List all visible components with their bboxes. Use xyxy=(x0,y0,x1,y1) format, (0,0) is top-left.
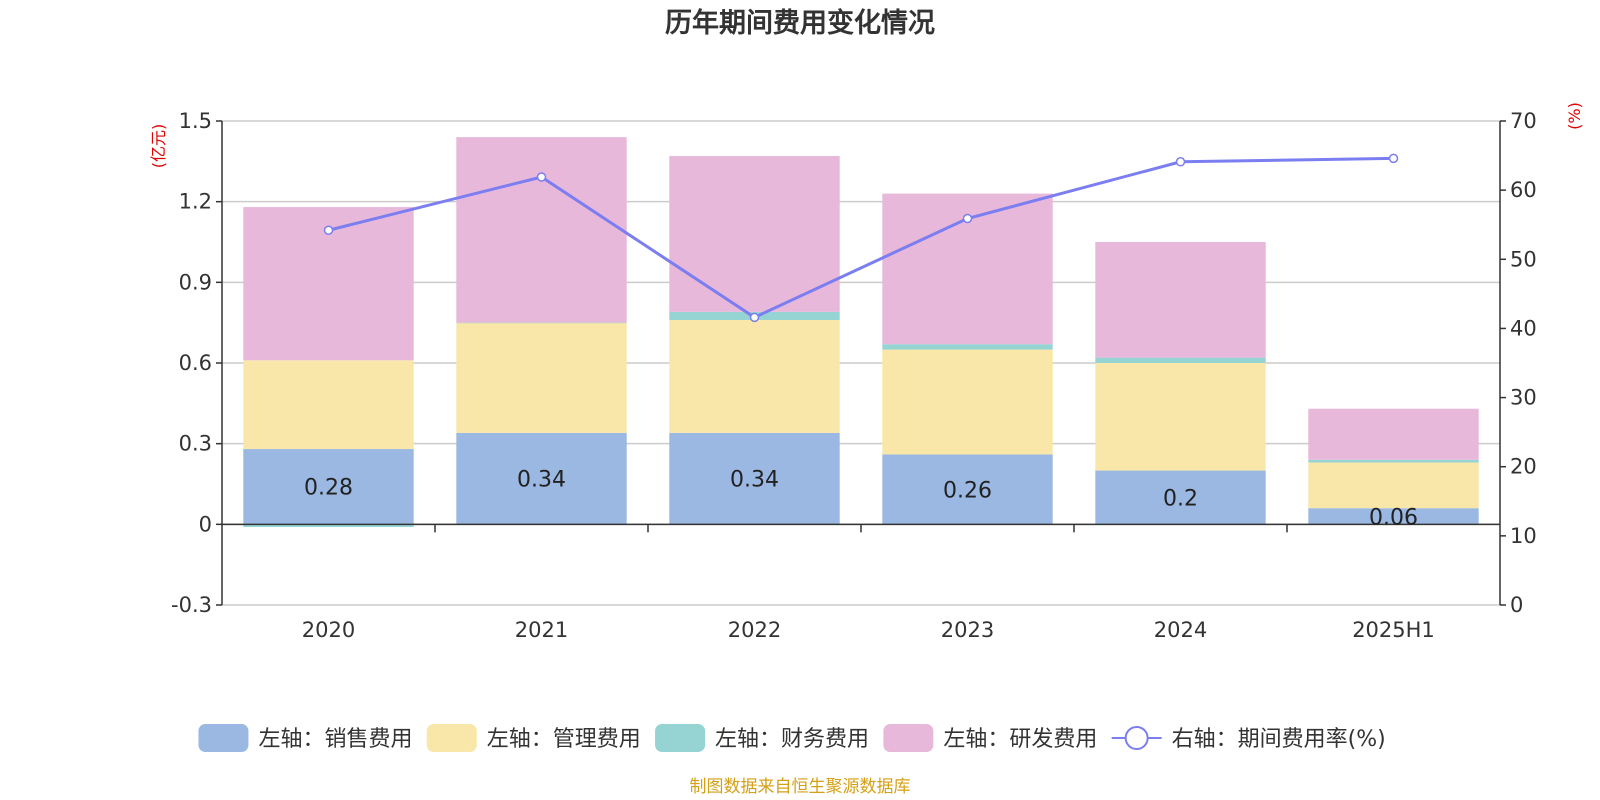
bar-segment xyxy=(882,349,1053,455)
right-axis-tick-label: 60 xyxy=(1510,178,1537,202)
right-axis-tick-label: 40 xyxy=(1510,316,1537,340)
left-axis-tick-label: -0.3 xyxy=(171,593,212,617)
bar-data-label: 0.06 xyxy=(1369,505,1418,530)
bar-segment xyxy=(1095,363,1266,471)
legend-label: 左轴：销售费用 xyxy=(258,727,412,752)
bar-data-label: 0.28 xyxy=(304,476,353,501)
bar-segment xyxy=(1308,462,1479,509)
bar-segment xyxy=(669,319,840,433)
rate-line xyxy=(323,153,1399,323)
bar-segment xyxy=(456,322,627,324)
legend-label: 左轴：研发费用 xyxy=(943,727,1097,752)
right-axis-tick-label: 50 xyxy=(1510,247,1537,271)
right-axis-tick-label: 10 xyxy=(1510,524,1537,548)
x-axis-tick-label: 2020 xyxy=(302,618,355,642)
bar-segment xyxy=(456,432,627,525)
bar-segment xyxy=(669,432,840,525)
bar-segment xyxy=(1095,470,1266,525)
right-axis-tick-label: 20 xyxy=(1510,455,1537,479)
bar-segment xyxy=(882,454,1053,525)
bar-segment xyxy=(882,344,1053,350)
bar-segment xyxy=(669,155,840,312)
bar-segment xyxy=(1308,459,1479,463)
bar-data-label: 0.26 xyxy=(943,478,992,503)
legend-swatch xyxy=(198,724,249,752)
x-axis-tick-label: 2024 xyxy=(1154,618,1207,642)
left-axis-tick-label: 0.6 xyxy=(179,351,212,375)
legend-swatch xyxy=(426,724,477,752)
bar-segment xyxy=(1095,357,1266,363)
legend: 左轴：销售费用 左轴：管理费用 左轴：财务费用 左轴：研发费用 右轴：期间费用率(%) xyxy=(198,724,1386,752)
legend-marker xyxy=(1124,726,1149,750)
left-axis-unit: (亿元) xyxy=(149,124,168,169)
left-axis-tick-label: 0.3 xyxy=(179,432,212,456)
bar-segment xyxy=(243,360,414,450)
legend-swatch xyxy=(883,724,934,752)
right-axis-tick-label: 30 xyxy=(1510,386,1537,410)
rate-line-point xyxy=(323,225,334,235)
rate-line-point xyxy=(1388,153,1399,164)
bar-data-label: 0.34 xyxy=(730,468,779,493)
axes: -0.3 0 0.3 0.6 0.9 1.2 1.5 0 10 20 30 40 50 60 70 (亿元) (… xyxy=(149,102,1584,642)
bar-segment xyxy=(243,449,414,525)
left-axis-tick-label: 1.2 xyxy=(179,190,212,214)
bars xyxy=(243,137,1479,528)
rate-line-point xyxy=(749,312,760,323)
bar-segment xyxy=(1095,242,1266,358)
bar-segment xyxy=(243,524,414,528)
left-axis-tick-label: 1.5 xyxy=(179,109,212,133)
bar-segment xyxy=(1308,508,1479,525)
legend-swatch xyxy=(655,724,706,752)
bar-data-label: 0.34 xyxy=(517,468,566,493)
left-axis-tick-label: 0 xyxy=(199,512,212,536)
legend-label: 左轴：财务费用 xyxy=(715,727,869,752)
data-labels: 0.28 0.34 0.34 0.26 0.2 0.06 xyxy=(304,468,1418,531)
right-axis-tick-label: 70 xyxy=(1510,109,1537,133)
x-axis-tick-label: 2025H1 xyxy=(1352,618,1435,642)
source-note: 制图数据来自恒生聚源数据库 xyxy=(690,777,911,797)
x-axis-tick-label: 2023 xyxy=(941,618,994,642)
bar-data-label: 0.2 xyxy=(1163,486,1198,511)
left-axis-tick-label: 0.9 xyxy=(179,270,212,294)
bar-segment xyxy=(456,137,627,323)
x-axis-tick-label: 2021 xyxy=(515,618,568,642)
right-axis-unit: (%) xyxy=(1565,102,1584,130)
rate-line-point xyxy=(962,213,973,224)
rate-line-point xyxy=(536,172,547,182)
rate-line-point xyxy=(1175,157,1186,167)
right-axis-tick-label: 0 xyxy=(1510,593,1523,617)
chart-title: 历年期间费用变化情况 xyxy=(665,7,935,39)
bar-segment xyxy=(456,322,627,433)
x-axis-tick-label: 2022 xyxy=(728,618,781,642)
legend-label: 右轴：期间费用率(%) xyxy=(1172,727,1386,752)
legend-label: 左轴：管理费用 xyxy=(487,727,641,752)
bar-segment xyxy=(1308,408,1479,460)
rate-line-path xyxy=(328,156,1394,320)
